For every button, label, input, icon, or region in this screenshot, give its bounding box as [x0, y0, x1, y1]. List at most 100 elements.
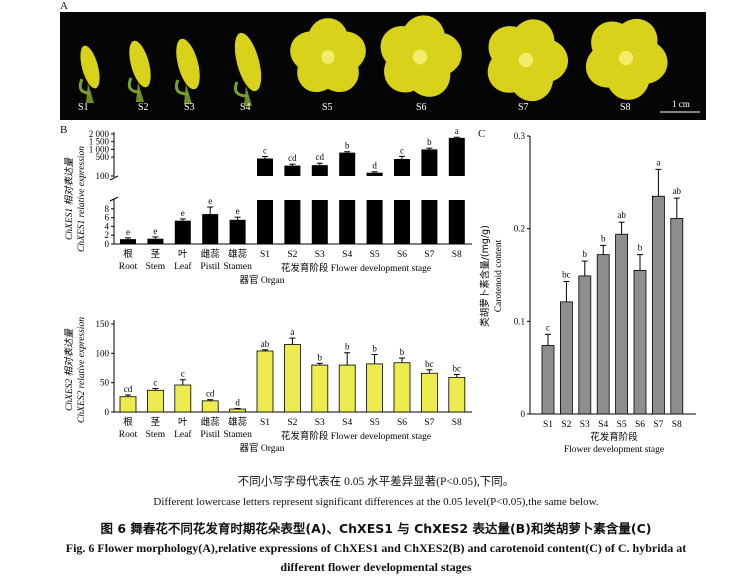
stage-group-label: 花发育阶段 Flower development stage — [281, 262, 431, 274]
x-label-stage: S4 — [342, 250, 352, 260]
scale-bar-label: 1 cm — [672, 99, 690, 109]
carotenoid-content-chart: 0 0.1 0.2 0.3 c S1 bc S2 b S3 b S4 ab S5 b S6 a S7 ab S8 花发育… — [479, 131, 696, 455]
x-label-cn: 茎 — [151, 248, 161, 260]
significance-letter: b — [601, 233, 606, 243]
bar-12-lower — [448, 200, 465, 244]
bar-5 — [256, 350, 274, 413]
x-tick-label: S7 — [653, 420, 663, 430]
x-label-stage: S8 — [452, 418, 462, 428]
x-tick-label: S1 — [543, 420, 553, 430]
bud-S3 — [176, 38, 200, 90]
y-tick-label: 0.1 — [514, 316, 525, 326]
caption-note-cn: 不同小写字母代表在 0.05 水平差异显著(P<0.05),下同。 — [237, 476, 515, 488]
significance-letter: bc — [425, 359, 434, 369]
flower-center — [412, 49, 428, 65]
significance-letter: cd — [124, 384, 133, 394]
significance-letter: b — [345, 342, 350, 352]
significance-letter: d — [235, 397, 240, 407]
x-label-stage: S7 — [424, 250, 434, 260]
flower-S5 — [290, 18, 366, 93]
x-label-en: Root — [119, 262, 138, 272]
x-label-stage: S5 — [370, 250, 380, 260]
bar-2 — [174, 384, 192, 413]
bar-1 — [560, 301, 573, 415]
y-tick-label: 100 — [96, 348, 110, 358]
x-label-stage: S1 — [260, 418, 270, 428]
significance-letter: b — [638, 243, 643, 253]
x-label-cn: 雌蕊 — [201, 416, 221, 428]
x-label-en: Stamen — [223, 430, 252, 440]
significance-letter: a — [455, 126, 459, 136]
significance-letter: b — [583, 249, 588, 259]
y-tick-label: 500 — [96, 152, 110, 162]
significance-letter: bc — [453, 363, 462, 373]
bar-10 — [393, 362, 411, 413]
bar-6 — [283, 344, 301, 413]
flower-S8 — [585, 18, 668, 100]
significance-letter: c — [546, 322, 550, 332]
bar-3 — [202, 214, 219, 244]
y-axis-label-en: ChXES2 relative expression — [77, 317, 87, 423]
significance-letter: d — [372, 161, 377, 171]
y-tick-label: 0 — [105, 239, 110, 249]
bar-9 — [366, 363, 384, 413]
bar-5-upper — [257, 158, 273, 176]
bar-0 — [120, 239, 136, 244]
x-label-cn: 雄蕊 — [228, 416, 248, 428]
bar-2 — [174, 220, 191, 244]
y-axis-label-cn: 类胡萝卜素含量/(mg/g) — [479, 225, 491, 327]
bar-8-upper — [339, 152, 356, 176]
y-tick-label: 2 000 — [89, 129, 110, 139]
bar-9-upper — [366, 172, 383, 176]
bar-4 — [229, 219, 246, 244]
bar-4 — [229, 408, 247, 413]
flower-S3 — [174, 38, 200, 104]
caption-note-en: Different lowercase letters represent si… — [153, 496, 599, 508]
x-label-en: Stem — [146, 430, 166, 440]
axis-break-mark — [109, 175, 119, 181]
x-tick-label: S8 — [672, 420, 682, 430]
y-axis-label-cn: ChXES1 相对表达量 — [64, 156, 75, 240]
y-axis-label-en: ChXES1 relative expression — [77, 146, 87, 252]
bar-6 — [651, 195, 665, 415]
bar-0 — [119, 396, 137, 413]
x-label-en: Leaf — [174, 429, 192, 440]
petal — [290, 31, 335, 73]
bar-7 — [670, 218, 684, 415]
significance-letter: cd — [288, 153, 297, 163]
bar-6-lower — [284, 200, 301, 244]
significance-letter: a — [656, 157, 660, 167]
stage-label-S1: S1 — [78, 102, 89, 113]
x-label-cn: 根 — [123, 416, 133, 428]
x-label-stage: S8 — [452, 250, 462, 260]
stage-group-label: 花发育阶段 Flower development stage — [281, 430, 431, 442]
significance-letter: c — [400, 145, 404, 155]
flower-center — [321, 50, 335, 64]
y-tick-label: 1 000 — [89, 144, 110, 154]
flower-S6 — [380, 15, 462, 97]
significance-letter: b — [318, 352, 323, 362]
y-axis-label-cn: ChXES2 相对表达量 — [64, 327, 75, 411]
y-axis-label-en: Carotenoid content — [494, 239, 504, 312]
bar-1 — [147, 389, 164, 413]
bud-S2 — [129, 40, 151, 88]
x-label-stage: S6 — [397, 418, 407, 428]
bar-1 — [147, 238, 164, 244]
sepal-S2 — [127, 77, 141, 94]
x-axis-label-cn: 花发育阶段 — [590, 431, 638, 443]
y-tick-label: 4 — [105, 221, 110, 231]
sepal-S1 — [78, 78, 91, 95]
x-label-stage: S3 — [315, 250, 325, 260]
bar-2 — [578, 275, 592, 415]
bud-S4 — [234, 32, 262, 92]
bar-9-lower — [366, 200, 383, 244]
significance-letter: b — [345, 141, 350, 151]
y-tick-label: 0 — [105, 407, 110, 417]
y-tick-label: 2 — [105, 230, 110, 240]
significance-letter: e — [181, 208, 185, 218]
bar-7-upper — [311, 165, 328, 176]
x-label-stage: S6 — [397, 250, 407, 260]
x-tick-label: S2 — [561, 420, 571, 430]
flower-photo-strip: S1 S2 S3 S4 S5 S6 S7 S8 1 cm — [60, 12, 706, 120]
